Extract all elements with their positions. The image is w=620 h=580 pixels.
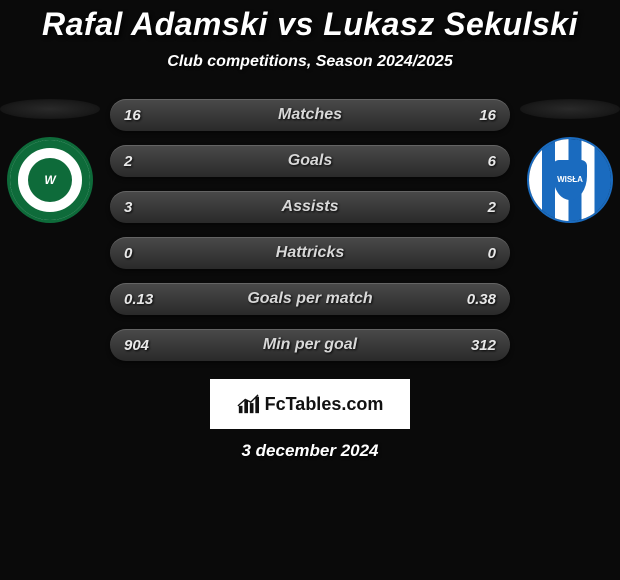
stat-left-value: 0: [124, 245, 164, 262]
stat-row: 904 Min per goal 312: [110, 329, 510, 361]
branding-box: FcTables.com: [210, 379, 410, 429]
left-club-badge: W: [7, 137, 93, 223]
stat-left-value: 16: [124, 107, 164, 124]
stat-row: 0 Hattricks 0: [110, 237, 510, 269]
shadow-ellipse: [520, 99, 620, 119]
branding-text: FcTables.com: [265, 394, 384, 415]
left-club-badge-inner: W: [28, 158, 72, 202]
left-club-column: W: [0, 99, 100, 223]
comparison-card: Rafal Adamski vs Lukasz Sekulski Club co…: [0, 0, 620, 580]
stat-label: Matches: [278, 106, 342, 124]
stat-label: Goals per match: [247, 290, 372, 308]
stat-label: Hattricks: [276, 244, 344, 262]
stat-left-value: 0.13: [124, 291, 164, 308]
stat-right-value: 0.38: [456, 291, 496, 308]
stat-left-value: 3: [124, 199, 164, 216]
stat-right-value: 0: [456, 245, 496, 262]
stat-right-value: 312: [456, 337, 496, 354]
stat-left-value: 2: [124, 153, 164, 170]
stat-row: 3 Assists 2: [110, 191, 510, 223]
bar-chart-icon: [237, 393, 259, 415]
stat-left-value: 904: [124, 337, 164, 354]
stat-row: 0.13 Goals per match 0.38: [110, 283, 510, 315]
stats-panel: 16 Matches 16 2 Goals 6 3 Assists 2 0 Ha…: [110, 99, 510, 361]
page-title: Rafal Adamski vs Lukasz Sekulski: [42, 6, 578, 43]
shadow-ellipse: [0, 99, 100, 119]
stat-right-value: 2: [456, 199, 496, 216]
right-club-badge-stripes: WISŁA: [529, 139, 611, 221]
page-subtitle: Club competitions, Season 2024/2025: [167, 53, 452, 71]
stat-right-value: 16: [456, 107, 496, 124]
stat-label: Min per goal: [263, 336, 357, 354]
stat-label: Goals: [288, 152, 332, 170]
stat-label: Assists: [282, 198, 339, 216]
stat-row: 16 Matches 16: [110, 99, 510, 131]
right-club-badge: WISŁA: [527, 137, 613, 223]
stat-row: 2 Goals 6: [110, 145, 510, 177]
main-row: W 16 Matches 16 2 Goals 6 3 Assists 2 0 …: [0, 99, 620, 361]
right-club-column: WISŁA: [520, 99, 620, 223]
stat-right-value: 6: [456, 153, 496, 170]
right-club-shield: WISŁA: [553, 160, 587, 200]
date-text: 3 december 2024: [241, 441, 378, 461]
